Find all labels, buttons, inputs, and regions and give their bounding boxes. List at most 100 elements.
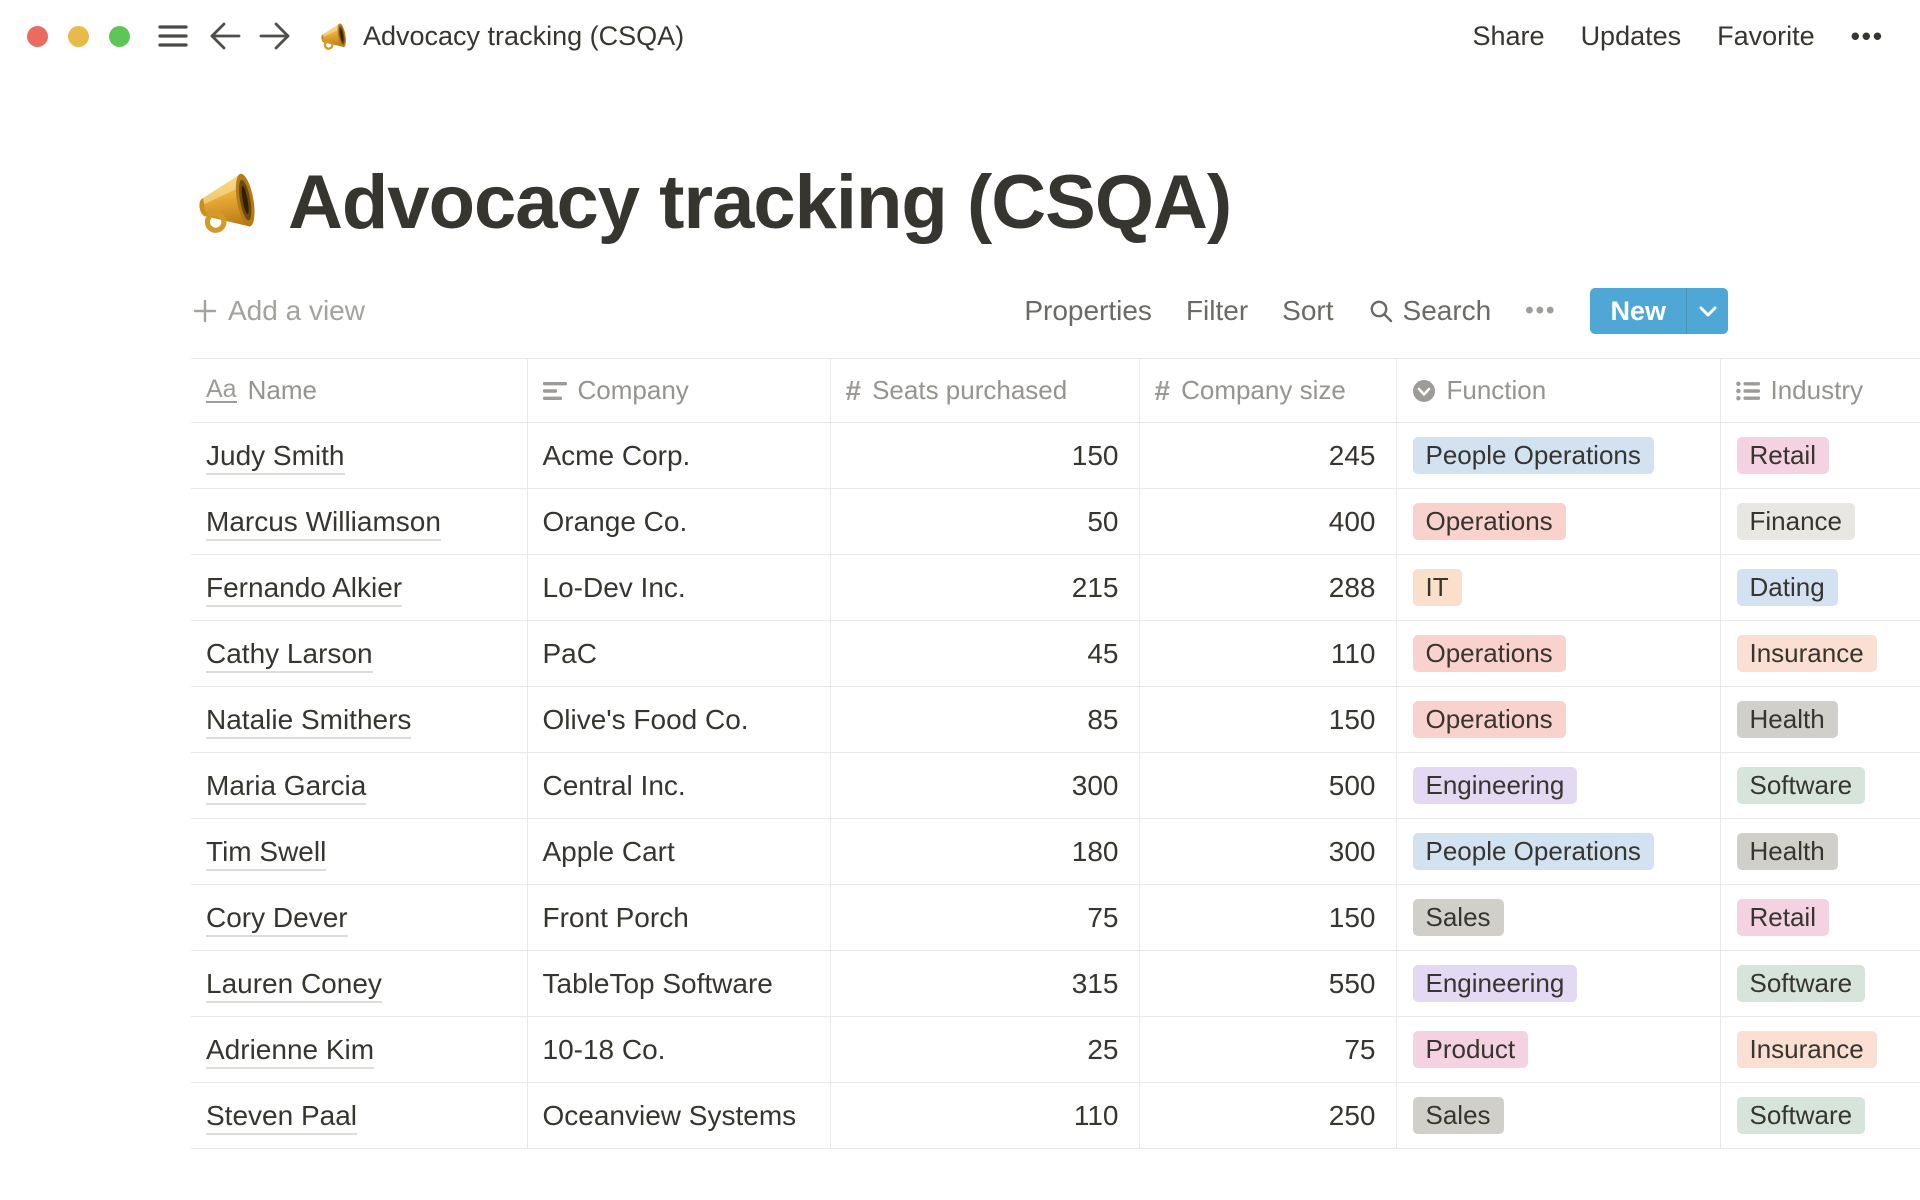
cell-name[interactable]: Lauren Coney (191, 950, 527, 1017)
cell-name[interactable]: Cory Dever (191, 884, 527, 951)
cell-name[interactable]: Steven Paal (191, 1082, 527, 1149)
cell-company-size[interactable]: 400 (1138, 488, 1396, 555)
cell-company[interactable]: Oceanview Systems (526, 1082, 830, 1149)
page-link[interactable]: Cathy Larson (206, 637, 373, 673)
cell-seats-purchased[interactable]: 180 (829, 818, 1139, 885)
cell-company[interactable]: PaC (526, 620, 830, 687)
cell-function[interactable]: Engineering (1395, 950, 1720, 1017)
cell-company[interactable]: Acme Corp. (526, 422, 830, 489)
page-link[interactable]: Judy Smith (206, 439, 345, 475)
cell-name[interactable]: Fernando Alkier (191, 554, 527, 621)
more-options-button[interactable]: ••• (1850, 20, 1884, 51)
cell-company-size[interactable]: 245 (1138, 422, 1396, 489)
cell-name[interactable]: Judy Smith (191, 422, 527, 489)
page-link[interactable]: Tim Swell (206, 835, 327, 871)
cell-company-size[interactable]: 250 (1138, 1082, 1396, 1149)
favorite-button[interactable]: Favorite (1717, 20, 1815, 51)
search-button[interactable]: Search (1368, 295, 1491, 327)
column-header-industry[interactable]: Industry (1719, 358, 1920, 423)
cell-company[interactable]: Front Porch (526, 884, 830, 951)
sidebar-menu-button[interactable] (158, 23, 188, 49)
cell-seats-purchased[interactable]: 50 (829, 488, 1139, 555)
column-header-seats-purchased[interactable]: # Seats purchased (829, 358, 1139, 423)
zoom-window-button[interactable] (109, 25, 130, 47)
updates-button[interactable]: Updates (1580, 20, 1682, 51)
cell-seats-purchased[interactable]: 75 (829, 884, 1139, 951)
cell-company[interactable]: 10-18 Co. (526, 1016, 830, 1083)
cell-function[interactable]: Sales (1395, 884, 1720, 951)
cell-industry[interactable]: Software (1719, 1082, 1920, 1149)
cell-function[interactable]: Sales (1395, 1082, 1720, 1149)
cell-function[interactable]: Operations (1395, 620, 1720, 687)
page-link[interactable]: Maria Garcia (206, 769, 367, 805)
new-dropdown-button[interactable] (1686, 288, 1728, 334)
column-header-name[interactable]: Aa Name (191, 358, 527, 423)
cell-industry[interactable]: Retail (1719, 884, 1920, 951)
cell-seats-purchased[interactable]: 45 (829, 620, 1139, 687)
page-title[interactable]: Advocacy tracking (CSQA) (288, 160, 1232, 245)
cell-company[interactable]: Lo-Dev Inc. (526, 554, 830, 621)
cell-company[interactable]: Olive's Food Co. (526, 686, 830, 753)
cell-company[interactable]: Orange Co. (526, 488, 830, 555)
cell-industry[interactable]: Retail (1719, 422, 1920, 489)
cell-seats-purchased[interactable]: 215 (829, 554, 1139, 621)
cell-company-size[interactable]: 150 (1138, 884, 1396, 951)
new-button[interactable]: New (1610, 295, 1666, 326)
cell-seats-purchased[interactable]: 150 (829, 422, 1139, 489)
cell-name[interactable]: Tim Swell (191, 818, 527, 885)
cell-function[interactable]: Operations (1395, 488, 1720, 555)
page-link[interactable]: Fernando Alkier (206, 571, 403, 607)
cell-seats-purchased[interactable]: 85 (829, 686, 1139, 753)
cell-name[interactable]: Maria Garcia (191, 752, 527, 819)
cell-name[interactable]: Marcus Williamson (191, 488, 527, 555)
cell-function[interactable]: Product (1395, 1016, 1720, 1083)
page-link[interactable]: Steven Paal (206, 1099, 357, 1135)
cell-company[interactable]: Apple Cart (526, 818, 830, 885)
page-emoji-megaphone[interactable] (192, 166, 266, 240)
page-link[interactable]: Cory Dever (206, 901, 348, 937)
filter-button[interactable]: Filter (1185, 295, 1249, 326)
cell-function[interactable]: People Operations (1395, 818, 1720, 885)
cell-industry[interactable]: Software (1719, 752, 1920, 819)
close-window-button[interactable] (27, 25, 48, 47)
share-button[interactable]: Share (1472, 20, 1545, 51)
minimize-window-button[interactable] (68, 25, 89, 47)
cell-industry[interactable]: Finance (1719, 488, 1920, 555)
cell-industry[interactable]: Insurance (1719, 1016, 1920, 1083)
page-link[interactable]: Adrienne Kim (206, 1033, 375, 1069)
cell-company[interactable]: TableTop Software (526, 950, 830, 1017)
cell-company-size[interactable]: 300 (1138, 818, 1396, 885)
cell-name[interactable]: Adrienne Kim (191, 1016, 527, 1083)
cell-industry[interactable]: Health (1719, 686, 1920, 753)
cell-seats-purchased[interactable]: 110 (829, 1082, 1139, 1149)
breadcrumb[interactable]: Advocacy tracking (CSQA) (318, 20, 684, 53)
page-link[interactable]: Natalie Smithers (206, 703, 412, 739)
cell-company-size[interactable]: 75 (1138, 1016, 1396, 1083)
cell-industry[interactable]: Software (1719, 950, 1920, 1017)
cell-function[interactable]: IT (1395, 554, 1720, 621)
cell-seats-purchased[interactable]: 315 (829, 950, 1139, 1017)
cell-industry[interactable]: Insurance (1719, 620, 1920, 687)
cell-company[interactable]: Central Inc. (526, 752, 830, 819)
cell-function[interactable]: People Operations (1395, 422, 1720, 489)
column-header-company-size[interactable]: # Company size (1138, 358, 1396, 423)
page-link[interactable]: Lauren Coney (206, 967, 382, 1003)
cell-company-size[interactable]: 550 (1138, 950, 1396, 1017)
cell-company-size[interactable]: 288 (1138, 554, 1396, 621)
add-view-button[interactable]: Add a view (192, 295, 365, 327)
cell-name[interactable]: Natalie Smithers (191, 686, 527, 753)
cell-company-size[interactable]: 500 (1138, 752, 1396, 819)
cell-company-size[interactable]: 150 (1138, 686, 1396, 753)
view-more-options-button[interactable]: ••• (1525, 297, 1557, 324)
cell-industry[interactable]: Health (1719, 818, 1920, 885)
forward-button[interactable] (258, 21, 292, 51)
cell-function[interactable]: Operations (1395, 686, 1720, 753)
cell-name[interactable]: Cathy Larson (191, 620, 527, 687)
column-header-company[interactable]: Company (526, 358, 830, 423)
properties-button[interactable]: Properties (1024, 295, 1152, 326)
back-button[interactable] (208, 21, 242, 51)
cell-industry[interactable]: Dating (1719, 554, 1920, 621)
cell-seats-purchased[interactable]: 300 (829, 752, 1139, 819)
sort-button[interactable]: Sort (1282, 295, 1334, 326)
cell-seats-purchased[interactable]: 25 (829, 1016, 1139, 1083)
